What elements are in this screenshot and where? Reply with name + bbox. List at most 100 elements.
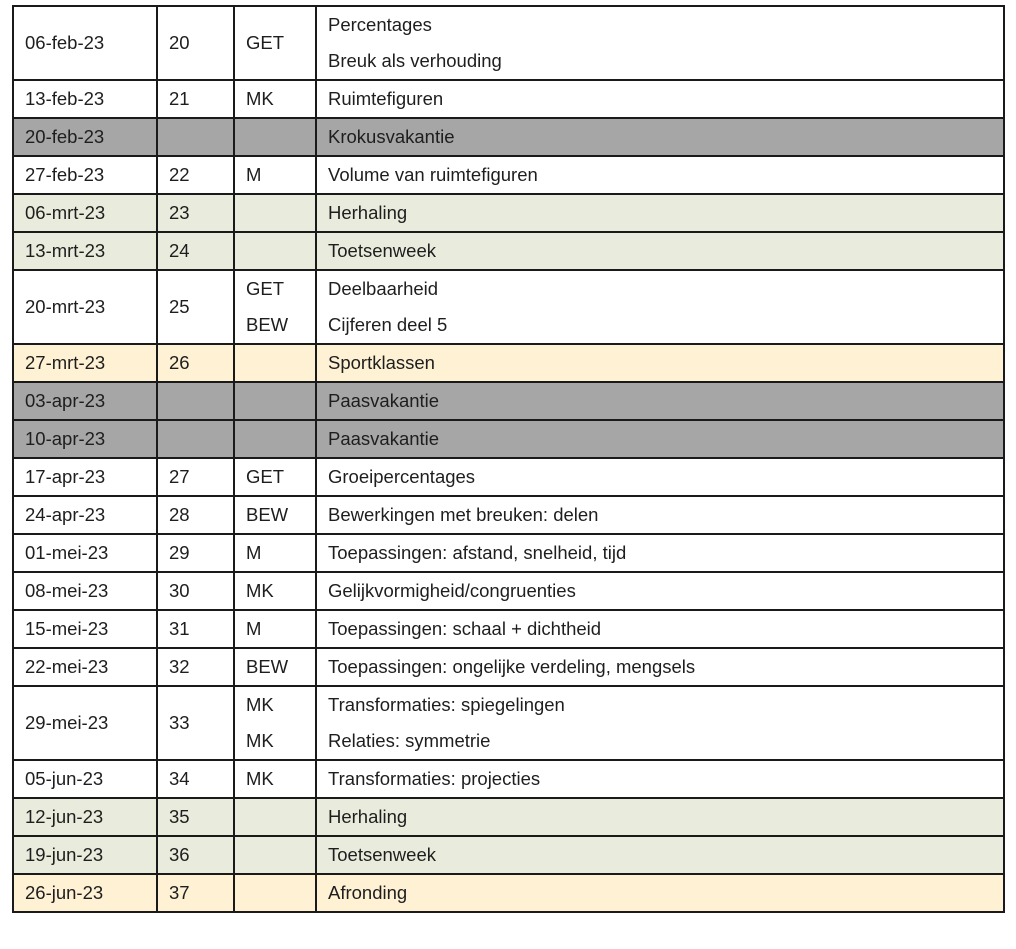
code-text: GET [246,32,285,53]
date-cell: 26-jun-23 [12,873,158,913]
code-cell [233,419,317,459]
week-cell: 23 [156,193,235,233]
topic-text: Sportklassen [328,352,435,373]
topic-text: Ruimtefiguren [328,88,444,109]
week-cell: 34 [156,759,235,799]
table-row: 26-jun-23 37 Afronding [12,873,1005,913]
week-cell: 35 [156,797,235,837]
code-cell [233,231,317,271]
week-cell [156,117,235,157]
table-row: 29-mei-23 33 MK MK Transformaties: spiegelin… [12,685,1005,761]
topic-cell: Herhaling [315,797,1005,837]
topic-cell: Bewerkingen met breuken: delen [315,495,1005,535]
topic-text: Krokusvakantie [328,126,455,147]
date-cell: 22-mei-23 [12,647,158,687]
week-cell: 36 [156,835,235,875]
table-row: 12-jun-23 35 Herhaling [12,797,1005,837]
code-cell: M [233,533,317,573]
date-cell: 13-feb-23 [12,79,158,119]
topic-cell: Ruimtefiguren [315,79,1005,119]
topic-cell: Transformaties: projecties [315,759,1005,799]
date-cell: 08-mei-23 [12,571,158,611]
table-row: 17-apr-23 27 GET Groeipercentages [12,457,1005,497]
topic-text: Breuk als verhouding [328,50,502,71]
table-row: 15-mei-23 31 M Toepassingen: schaal + dicht… [12,609,1005,649]
table-row: 06-mrt-23 23 Herhaling [12,193,1005,233]
table-row: 20-mrt-23 25 GET BEW Deelbaarheid Cijferen de… [12,269,1005,345]
table-row: 01-mei-23 29 M Toepassingen: afstand, snelh… [12,533,1005,573]
code-text: MK [246,88,274,109]
topic-cell: Herhaling [315,193,1005,233]
date-cell: 05-jun-23 [12,759,158,799]
topic-text: Transformaties: projecties [328,768,541,789]
topic-cell: Afronding [315,873,1005,913]
topic-cell: Paasvakantie [315,419,1005,459]
code-text: BEW [246,314,289,335]
topic-text: Herhaling [328,806,408,827]
topic-text: Paasvakantie [328,390,440,411]
code-cell: GET [233,5,317,81]
date-cell: 27-mrt-23 [12,343,158,383]
table-row: 24-apr-23 28 BEW Bewerkingen met breuken: d… [12,495,1005,535]
code-text: GET [246,466,285,487]
code-cell [233,381,317,421]
week-cell: 24 [156,231,235,271]
table-row: 27-mrt-23 26 Sportklassen [12,343,1005,383]
topic-text: Groeipercentages [328,466,476,487]
topic-cell: Gelijkvormigheid/congruenties [315,571,1005,611]
code-text: MK [246,730,274,751]
date-cell: 20-feb-23 [12,117,158,157]
date-cell: 17-apr-23 [12,457,158,497]
topic-text: Relaties: symmetrie [328,730,491,751]
week-cell: 25 [156,269,235,345]
topic-text: Volume van ruimtefiguren [328,164,538,185]
code-text: MK [246,768,274,789]
topic-text: Toepassingen: afstand, snelheid, tijd [328,542,627,563]
code-cell: M [233,155,317,195]
topic-cell: Toepassingen: afstand, snelheid, tijd [315,533,1005,573]
table-row: 13-mrt-23 24 Toetsenweek [12,231,1005,271]
code-text: M [246,164,262,185]
code-text: BEW [246,504,289,525]
date-cell: 27-feb-23 [12,155,158,195]
table-row: 06-feb-23 20 GET Percentages Breuk als verho… [12,5,1005,81]
topic-text: Toetsenweek [328,240,436,261]
table-row: 10-apr-23 Paasvakantie [12,419,1005,459]
date-cell: 29-mei-23 [12,685,158,761]
code-text: MK [246,694,274,715]
code-cell: BEW [233,647,317,687]
topic-cell: Toepassingen: ongelijke verdeling, mengs… [315,647,1005,687]
code-text: MK [246,580,274,601]
topic-cell: Deelbaarheid Cijferen deel 5 [315,269,1005,345]
date-cell: 12-jun-23 [12,797,158,837]
topic-text: Herhaling [328,202,408,223]
topic-text: Toetsenweek [328,844,436,865]
table-row: 22-mei-23 32 BEW Toepassingen: ongelijke ve… [12,647,1005,687]
week-cell [156,381,235,421]
week-cell: 20 [156,5,235,81]
topic-cell: Groeipercentages [315,457,1005,497]
code-cell [233,835,317,875]
table-row: 03-apr-23 Paasvakantie [12,381,1005,421]
week-cell: 32 [156,647,235,687]
topic-text: Toepassingen: ongelijke verdeling, mengs… [328,656,696,677]
week-cell: 26 [156,343,235,383]
week-cell [156,419,235,459]
topic-text: Cijferen deel 5 [328,314,448,335]
topic-cell: Toetsenweek [315,835,1005,875]
code-cell: MK MK [233,685,317,761]
code-cell [233,343,317,383]
date-cell: 19-jun-23 [12,835,158,875]
date-cell: 10-apr-23 [12,419,158,459]
code-cell [233,193,317,233]
code-cell: GET [233,457,317,497]
date-cell: 20-mrt-23 [12,269,158,345]
week-cell: 33 [156,685,235,761]
code-cell: M [233,609,317,649]
date-cell: 01-mei-23 [12,533,158,573]
code-cell: MK [233,79,317,119]
code-cell [233,117,317,157]
topic-cell: Toepassingen: schaal + dichtheid [315,609,1005,649]
week-cell: 27 [156,457,235,497]
topic-text: Gelijkvormigheid/congruenties [328,580,576,601]
